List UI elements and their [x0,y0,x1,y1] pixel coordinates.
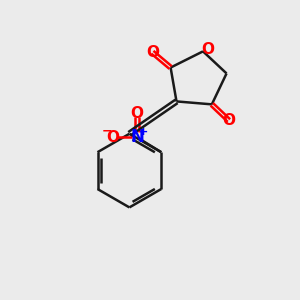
Text: N: N [130,128,144,146]
Text: +: + [138,127,148,136]
Text: O: O [106,130,119,145]
Text: −: − [101,124,112,137]
Text: O: O [202,42,214,57]
Text: O: O [146,45,159,60]
Text: O: O [130,106,144,122]
Text: O: O [222,113,236,128]
